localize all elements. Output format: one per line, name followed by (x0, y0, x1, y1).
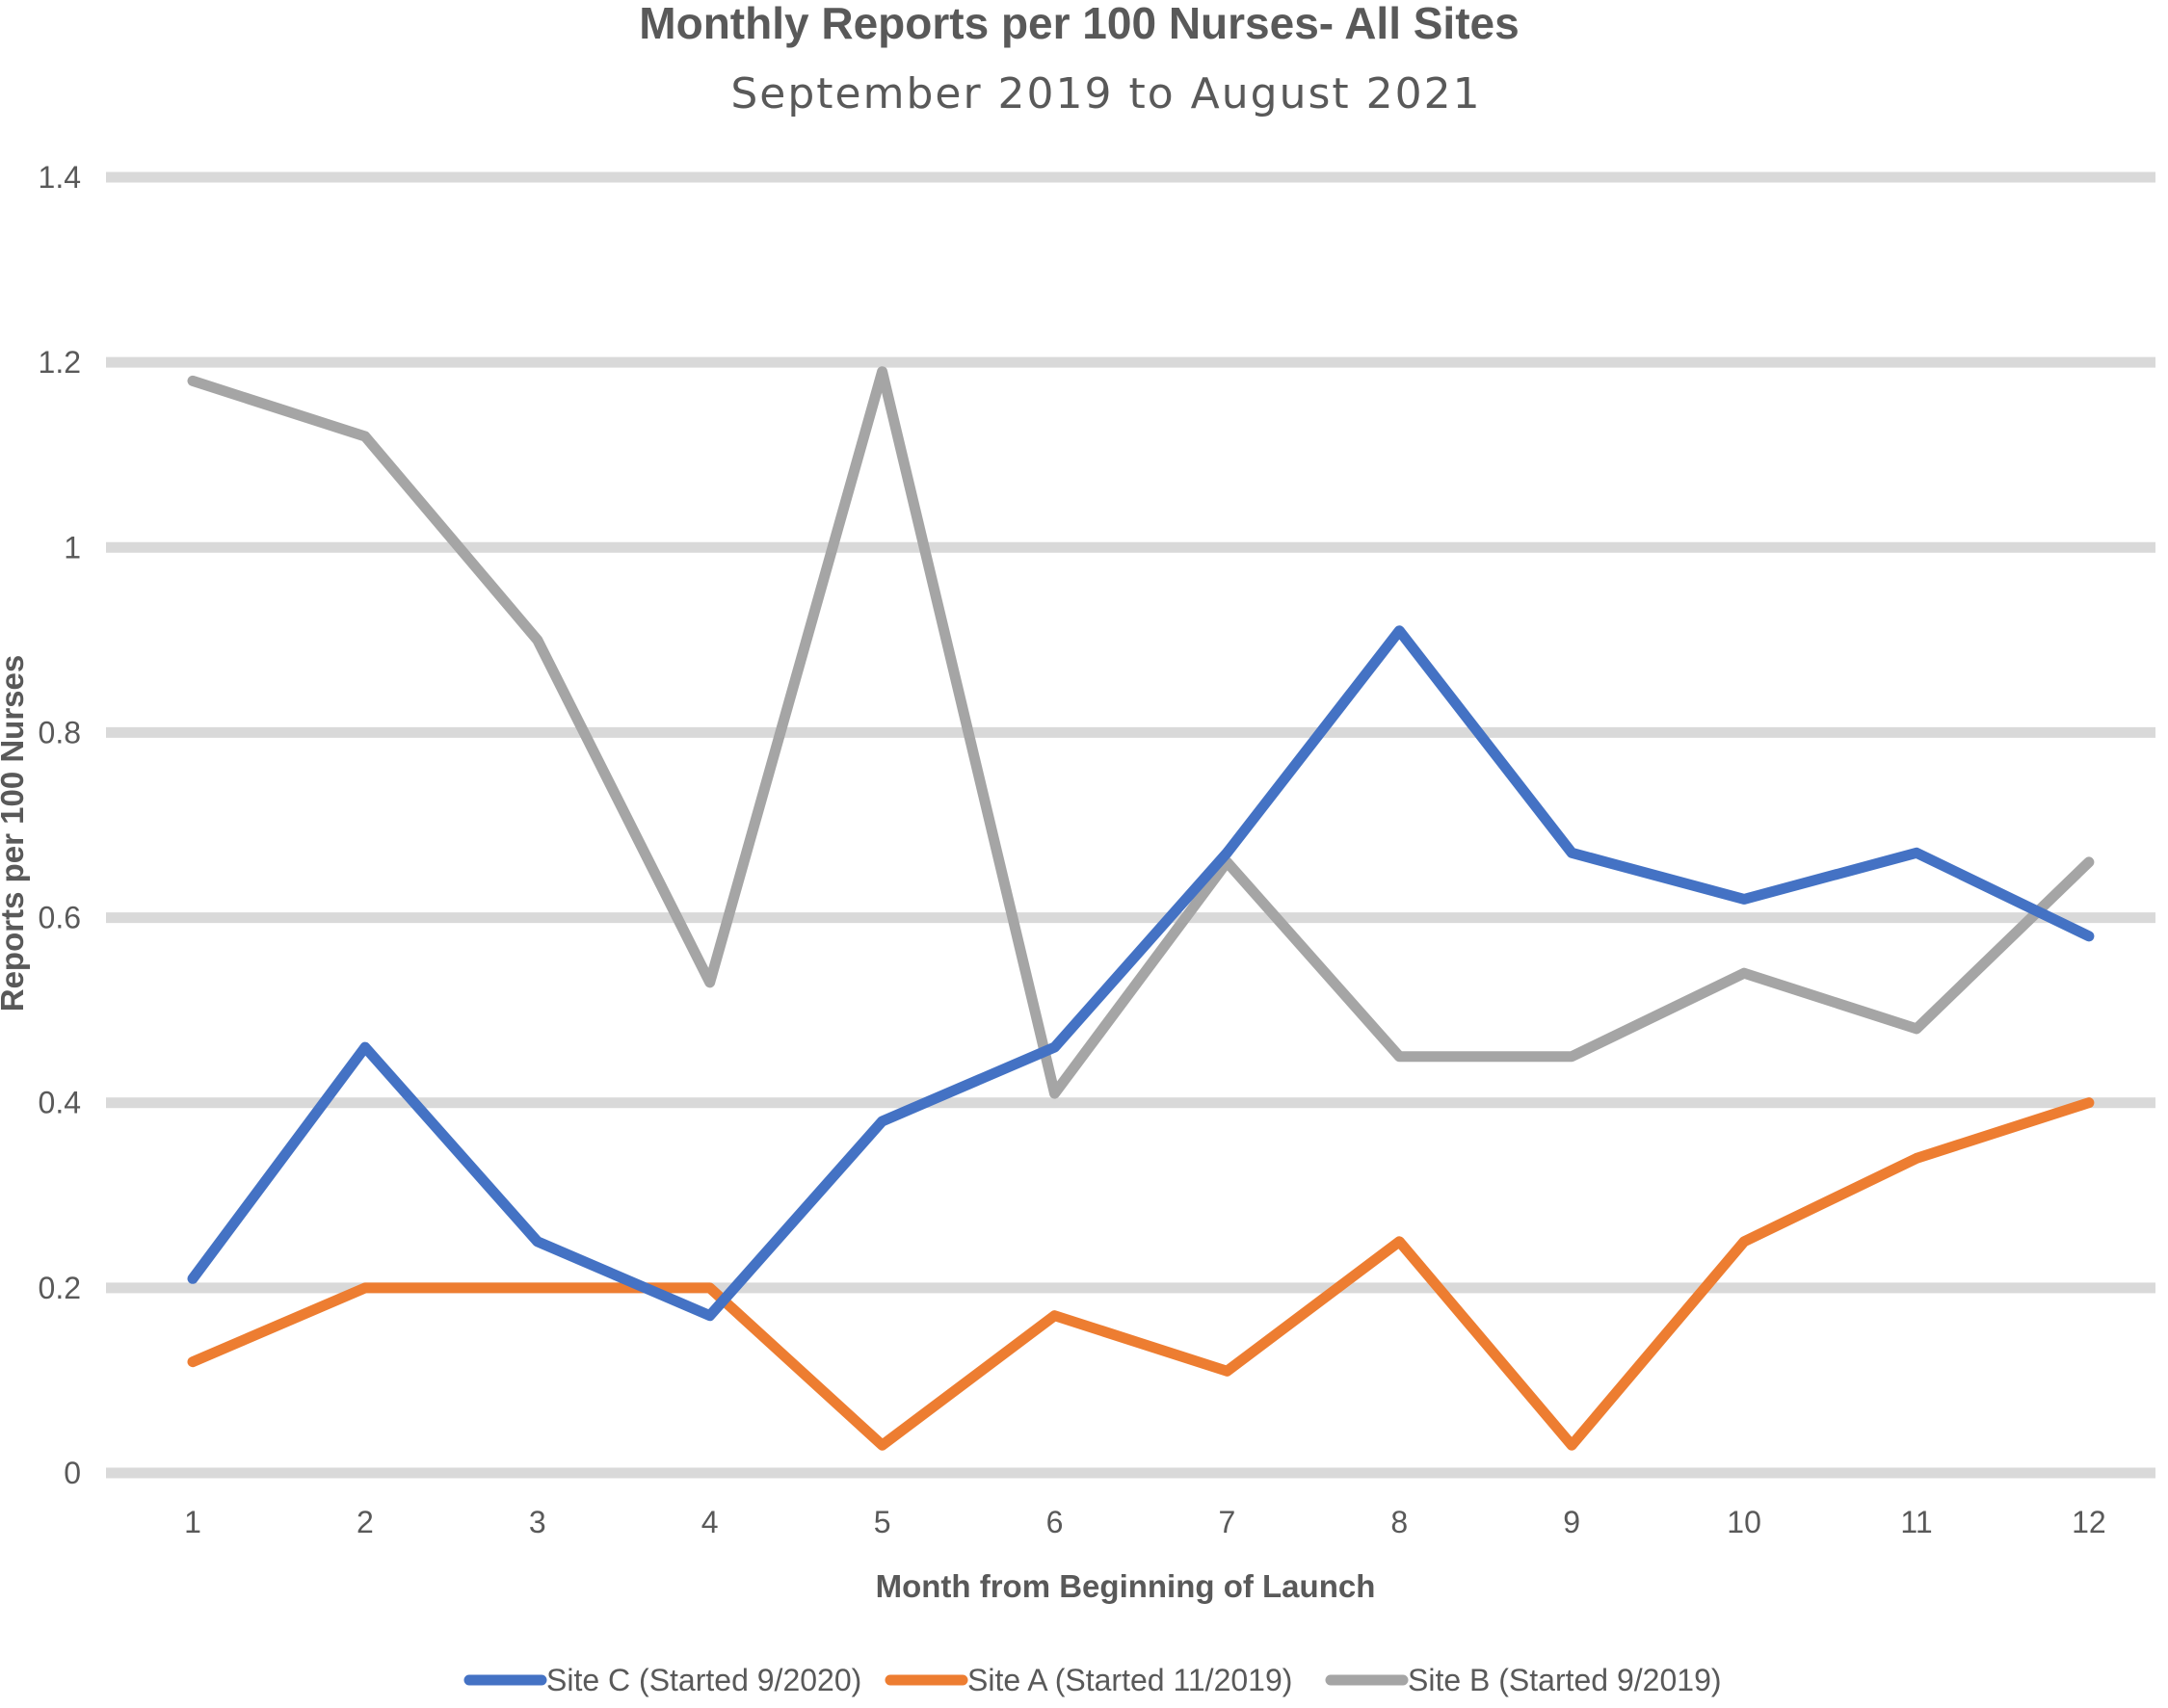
gridlines (106, 171, 2155, 1479)
x-axis-ticks: 1 2 3 4 5 6 7 8 9 10 11 12 (184, 1505, 2106, 1539)
legend-label: Site B (Started 9/2019) (1408, 1663, 1722, 1697)
x-tick-label: 9 (1563, 1505, 1580, 1539)
legend-label: Site C (Started 9/2020) (546, 1663, 861, 1697)
x-tick-label: 6 (1046, 1505, 1064, 1539)
x-axis-label: Month from Beginning of Launch (876, 1568, 1376, 1604)
y-axis-ticks: 0 0.2 0.4 0.6 0.8 1 1.2 1.4 (39, 160, 81, 1490)
x-tick-label: 12 (2072, 1505, 2106, 1539)
y-tick-label: 0 (64, 1456, 81, 1490)
chart-title: Monthly Reports per 100 Nurses- All Site… (639, 0, 1519, 48)
series-lines (187, 366, 2095, 1451)
x-tick-label: 8 (1390, 1505, 1408, 1539)
series-line-3 (187, 366, 2095, 1099)
x-tick-label: 11 (1900, 1505, 1932, 1539)
y-tick-label: 1 (64, 530, 81, 565)
chart-subtitle: September 2019 to August 2021 (730, 69, 1481, 118)
y-axis-label: Reports per 100 Nurses (0, 655, 30, 1012)
y-tick-label: 0.6 (39, 901, 81, 935)
series-line-1 (187, 625, 2095, 1322)
x-tick-label: 5 (874, 1505, 891, 1539)
y-tick-label: 1.2 (39, 345, 81, 380)
x-tick-label: 2 (357, 1505, 374, 1539)
y-tick-label: 0.2 (39, 1271, 81, 1305)
x-tick-label: 3 (529, 1505, 546, 1539)
legend-label: Site A (Started 11/2019) (967, 1663, 1292, 1697)
legend: Site C (Started 9/2020) Site A (Started 1… (463, 1663, 1722, 1697)
x-tick-label: 1 (184, 1505, 201, 1539)
y-tick-label: 0.8 (39, 715, 81, 749)
x-tick-label: 7 (1219, 1505, 1236, 1539)
x-tick-label: 4 (701, 1505, 719, 1539)
series-line-2 (187, 1097, 2095, 1451)
y-tick-label: 1.4 (39, 160, 81, 195)
x-tick-label: 10 (1727, 1505, 1761, 1539)
y-tick-label: 0.4 (39, 1086, 81, 1120)
